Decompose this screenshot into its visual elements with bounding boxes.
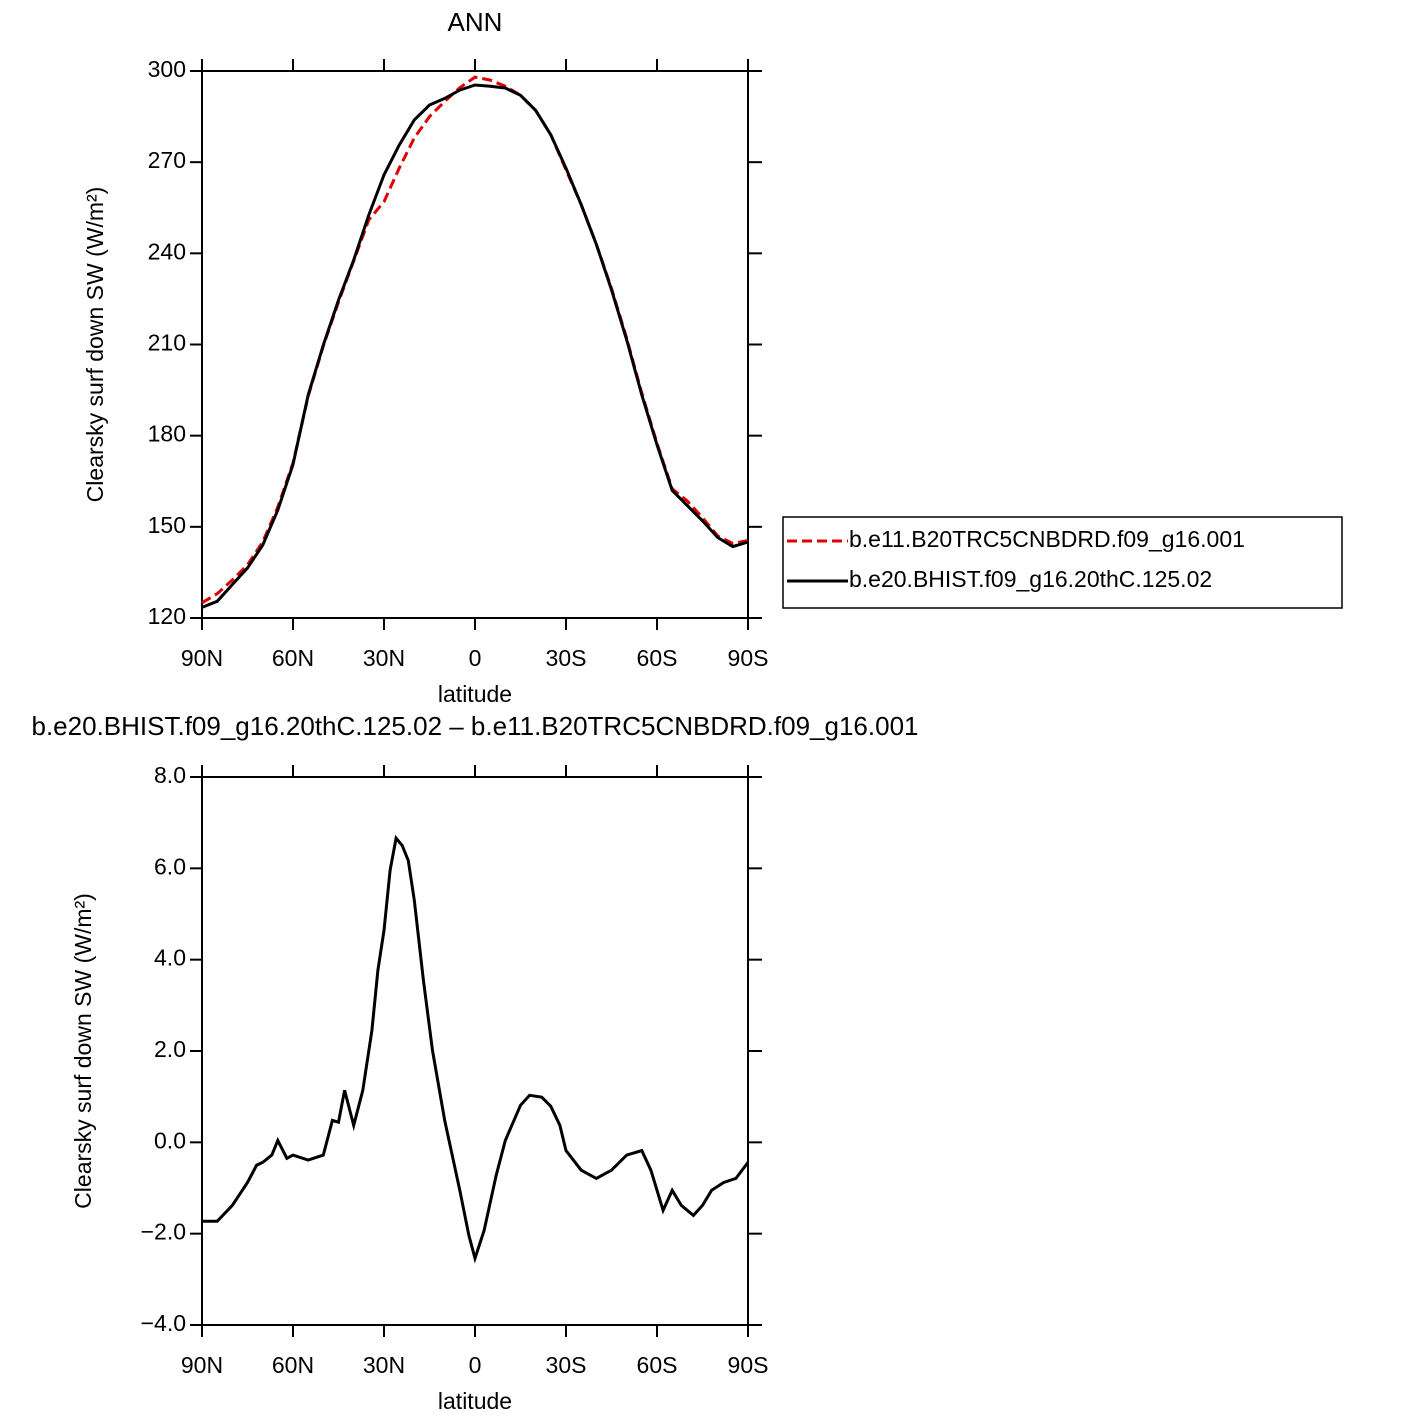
- data-line: [201, 83, 749, 609]
- y-tick-label: 8.0: [154, 762, 186, 788]
- x-tick-label: 60N: [272, 645, 314, 671]
- x-tick-label: 60N: [272, 1352, 314, 1378]
- chart-title: ANN: [448, 7, 503, 37]
- y-tick-label: 150: [148, 512, 186, 538]
- y-tick-label: −2.0: [141, 1219, 186, 1245]
- x-axis-label: latitude: [438, 681, 512, 707]
- x-tick-label: 60S: [637, 1352, 678, 1378]
- x-tick-label: 30N: [363, 645, 405, 671]
- y-tick-label: 6.0: [154, 853, 186, 879]
- y-tick-label: 210: [148, 330, 186, 356]
- x-axis-label: latitude: [438, 1388, 512, 1414]
- chart-title: b.e20.BHIST.f09_g16.20thC.125.02 – b.e11…: [32, 711, 919, 741]
- data-line: [202, 834, 750, 1264]
- y-tick-label: −4.0: [141, 1310, 186, 1336]
- y-tick-label: 270: [148, 147, 186, 173]
- plot-frame: [201, 70, 749, 619]
- plot-frame: [201, 776, 749, 1326]
- y-tick-label: 0.0: [154, 1127, 186, 1153]
- x-tick-label: 90N: [181, 1352, 223, 1378]
- y-tick-label: 300: [148, 56, 186, 82]
- x-tick-label: 90N: [181, 645, 223, 671]
- y-tick-label: 240: [148, 238, 186, 264]
- legend-label: b.e20.BHIST.f09_g16.20thC.125.02: [849, 566, 1212, 592]
- y-tick-label: 120: [148, 603, 186, 629]
- x-tick-label: 0: [469, 1352, 482, 1378]
- x-tick-label: 30N: [363, 1352, 405, 1378]
- x-tick-label: 30S: [546, 645, 587, 671]
- y-axis-label: Clearsky surf down SW (W/m²): [82, 187, 108, 503]
- x-tick-label: 60S: [637, 645, 678, 671]
- x-tick-label: 30S: [546, 1352, 587, 1378]
- y-tick-label: 4.0: [154, 945, 186, 971]
- x-tick-label: 90S: [728, 1352, 769, 1378]
- legend-label: b.e11.B20TRC5CNBDRD.f09_g16.001: [849, 526, 1245, 552]
- y-tick-label: 180: [148, 421, 186, 447]
- y-tick-label: 2.0: [154, 1036, 186, 1062]
- x-tick-label: 90S: [728, 645, 769, 671]
- y-axis-label: Clearsky surf down SW (W/m²): [70, 893, 96, 1209]
- legend-box: [782, 516, 1343, 609]
- data-line: [201, 75, 749, 605]
- x-tick-label: 0: [469, 645, 482, 671]
